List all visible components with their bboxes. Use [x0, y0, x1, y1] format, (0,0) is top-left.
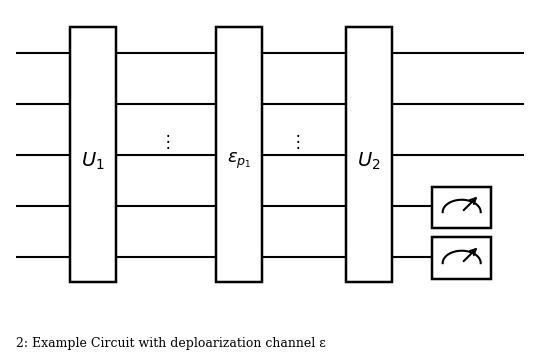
Text: $U_2$: $U_2$ [357, 150, 380, 172]
Bar [432, 237, 491, 279]
Text: $\vdots$: $\vdots$ [159, 132, 170, 151]
Text: 2: Example Circuit with deploarization channel ε: 2: Example Circuit with deploarization c… [16, 337, 326, 350]
Text: $\varepsilon_{p_1}$: $\varepsilon_{p_1}$ [227, 151, 251, 171]
Bar [216, 27, 262, 282]
Text: $\vdots$: $\vdots$ [289, 132, 300, 151]
Bar [346, 27, 392, 282]
Text: $U_1$: $U_1$ [82, 150, 105, 172]
Bar [432, 186, 491, 228]
Bar [70, 27, 116, 282]
